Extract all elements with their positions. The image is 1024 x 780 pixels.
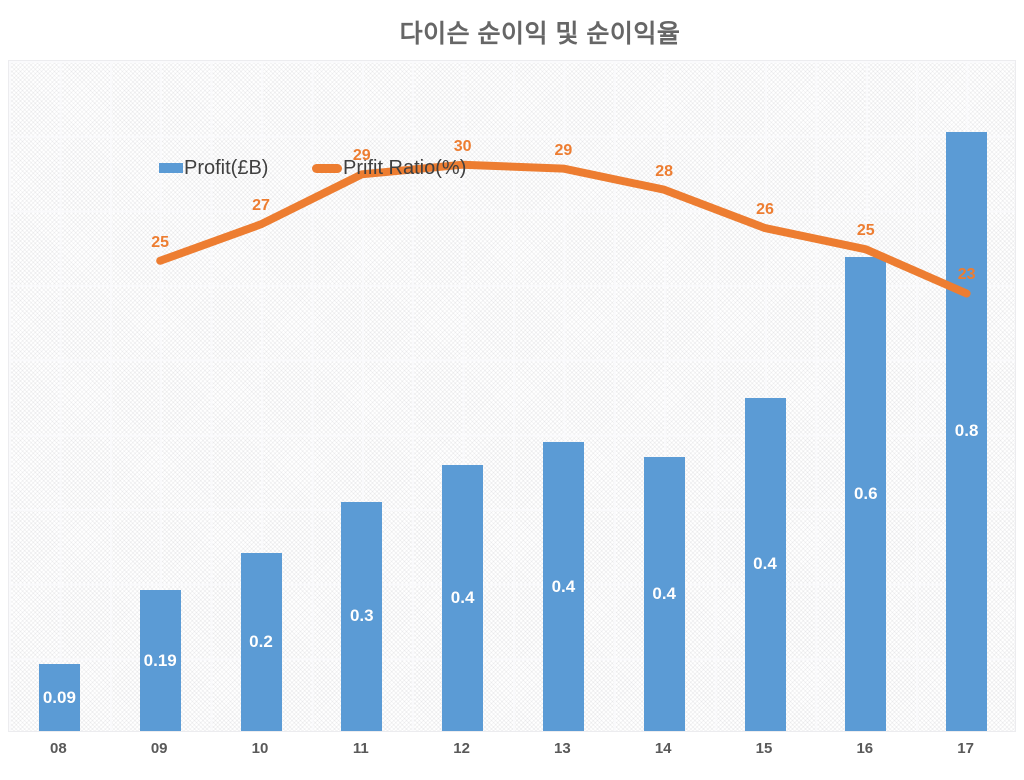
line-value-label: 29 [554,141,573,159]
x-axis-label: 12 [453,740,470,757]
x-axis-label: 16 [856,740,874,757]
bar-value-label: 0.8 [954,421,979,441]
bar: 0.8 [946,131,988,731]
bar: 0.4 [542,442,584,731]
x-axis-label: 14 [654,740,672,757]
bar-value-label: 0.09 [42,687,76,707]
line-value-label: 25 [151,233,170,251]
line-value-label: 25 [856,222,875,240]
bar: 0.6 [845,257,887,731]
bar-value-label: 0.4 [551,576,576,596]
bar-value-label: 0.19 [143,650,177,670]
bar-value-label: 0.2 [249,632,273,652]
x-axis-label: 17 [957,740,974,757]
bar-value-label: 0.6 [853,484,878,504]
bar-value-label: 0.4 [652,584,676,604]
legend-label-profit: Profit(£B) [184,156,269,179]
line-value-label: 26 [756,201,774,219]
line-value-label: 23 [957,266,976,284]
chart-title: 다이슨 순이익 및 순이익율 [399,20,681,48]
legend-item-ratio: Prifit Ratio(%) [312,155,466,181]
x-axis-label: 11 [352,740,369,757]
x-axis-label: 10 [251,740,269,757]
x-axis-label: 13 [554,740,571,757]
x-axis-label: 15 [755,740,773,757]
bar: 0.19 [139,590,181,731]
plot-area: 0.09 0.19 0.2 0.3 0.4 0.4 0.4 0.4 0.6 0.8 Profit(… [8,60,1016,732]
bar: 0.3 [341,501,383,731]
legend-item-profit: Profit(£B) [159,155,268,181]
bar: 0.4 [442,464,484,731]
x-axis-label: 08 [50,740,67,757]
bar-value-label: 0.4 [450,587,475,607]
bar-swatch-icon [159,163,183,173]
line-value-label: 30 [453,137,472,155]
bar-value-label: 0.3 [349,606,374,626]
bar: 0.4 [643,457,685,731]
legend-label-ratio: Prifit Ratio(%) [343,156,467,179]
bar: 0.09 [38,664,80,731]
line-value-label: 27 [252,197,270,215]
x-axis-label: 09 [150,740,168,757]
bar: 0.2 [240,553,282,731]
line-value-label: 28 [655,162,674,180]
line-value-label: 29 [352,147,371,165]
line-swatch-icon [312,163,342,173]
bar-value-label: 0.4 [753,554,777,574]
bar: 0.4 [744,397,786,731]
